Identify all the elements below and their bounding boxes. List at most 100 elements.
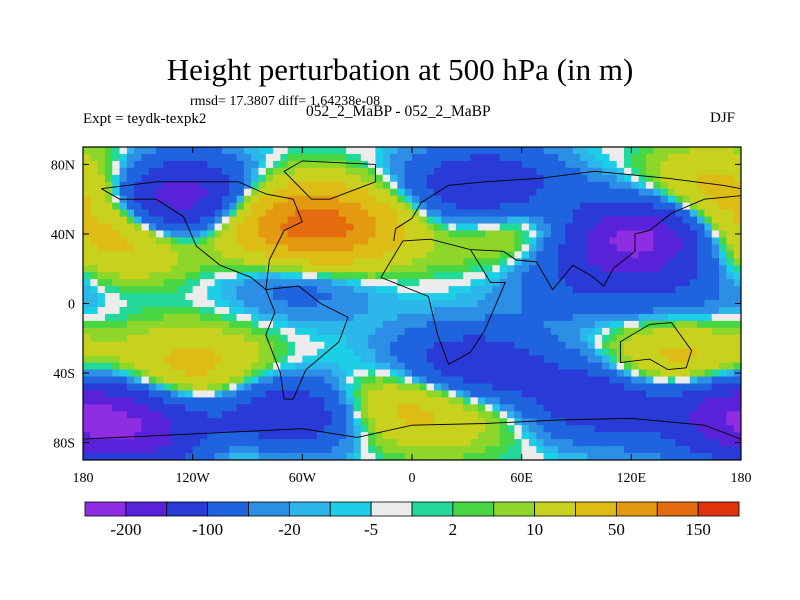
field-cell [726,334,735,343]
field-cell [156,265,165,273]
field-cell [455,362,464,371]
field-cell [346,202,355,211]
field-cell [697,202,706,211]
field-cell [594,265,603,273]
field-cell [711,202,720,211]
field-cell [397,195,406,204]
field-cell [229,390,238,398]
field-cell [368,237,377,245]
field-cell [550,355,559,364]
field-cell [580,153,589,162]
field-cell [485,195,494,204]
field-cell [316,160,325,169]
field-cell [316,439,325,447]
field-cell [163,313,172,322]
field-cell [711,439,720,447]
field-cell [697,446,706,454]
field-cell [412,390,420,398]
field-cell [141,397,150,405]
field-cell [397,432,406,440]
field-cell [704,348,713,357]
field-cell [660,355,669,364]
field-cell [667,195,676,204]
field-cell [499,223,508,232]
field-cell [485,313,494,322]
field-cell [616,425,625,433]
field-cell [711,153,720,162]
field-cell [499,160,508,169]
field-cell [558,230,567,239]
field-cell [470,453,479,460]
field-cell [163,300,172,308]
field-cell [733,147,741,155]
field-cell [514,300,523,308]
field-cell [521,397,530,405]
field-cell [346,404,355,412]
field-cell [324,383,333,392]
field-cell [521,293,530,301]
field-cell [214,181,223,190]
field-cell [236,362,245,371]
field-cell [229,376,238,385]
field-cell [97,174,106,183]
field-cell [97,383,106,392]
field-cell [419,272,428,280]
field-cell [382,258,391,266]
field-cell [433,272,442,280]
field-cell [667,453,676,460]
field-cell [382,286,391,294]
field-cell [485,439,494,447]
field-cell [295,320,303,329]
field-cell [382,167,391,176]
field-cell [638,334,647,343]
field-cell [711,244,720,252]
field-cell [199,216,208,225]
field-cell [390,397,398,405]
field-cell [550,362,559,371]
field-cell [602,216,610,225]
field-cell [660,167,669,176]
field-cell [645,174,654,183]
field-cell [463,327,472,336]
field-cell [448,439,457,447]
field-cell [104,181,113,190]
field-cell [485,174,494,183]
field-cell [528,153,537,162]
field-cell [631,334,640,343]
field-cell [236,202,245,211]
field-cell [229,230,238,239]
field-cell [273,216,281,225]
field-cell [141,153,150,162]
field-cell [265,195,274,204]
field-cell [375,341,384,350]
field-cell [426,223,435,232]
field-cell [558,258,567,266]
field-cell [485,383,494,392]
field-cell [726,411,735,419]
field-cell [404,147,413,155]
field-cell [97,432,106,440]
field-cell [251,202,260,211]
field-cell [178,258,186,266]
field-cell [265,174,274,183]
field-cell [726,418,735,426]
field-cell [90,306,99,315]
field-cell [572,383,581,392]
field-cell [507,286,515,294]
field-cell [134,432,143,440]
field-cell [726,293,735,301]
field-cell [653,251,662,259]
field-cell [163,306,172,315]
field-cell [470,425,479,433]
field-cell [470,306,479,315]
field-cell [192,439,201,447]
field-cell [368,188,377,197]
field-cell [419,390,428,398]
field-cell [477,348,486,357]
field-cell [134,181,143,190]
field-cell [602,223,610,232]
field-cell [485,341,494,350]
field-cell [382,411,391,419]
field-cell [697,223,706,232]
field-cell [178,369,186,378]
